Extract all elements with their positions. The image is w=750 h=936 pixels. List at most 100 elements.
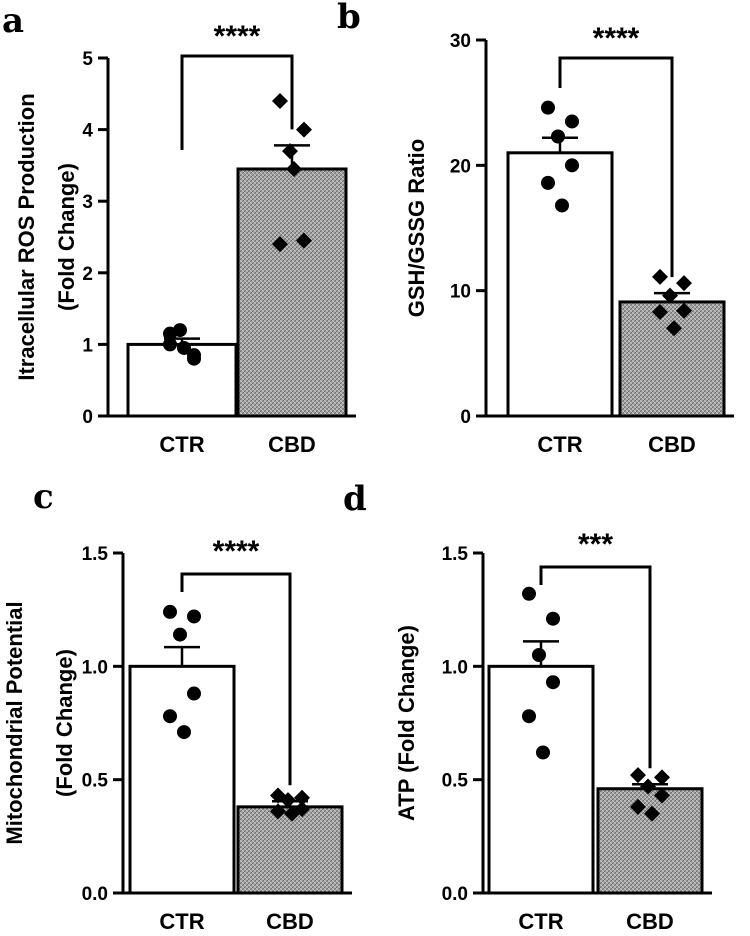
panel-letter: a [2, 1, 24, 41]
data-point-diamond [272, 92, 288, 109]
category-label-ctr: CTR [159, 432, 204, 457]
category-label-cbd: CBD [266, 909, 314, 934]
data-point-diamond [630, 798, 646, 815]
y-tick-label: 2 [82, 264, 93, 285]
category-label-ctr: CTR [537, 432, 582, 457]
y-tick-label: 0.5 [442, 771, 469, 792]
bar-cbd [236, 805, 344, 895]
significance-stars: **** [213, 535, 260, 568]
y-tick-label: 4 [82, 121, 93, 142]
bar-ctr [126, 342, 238, 418]
y-tick-label: 1 [82, 335, 93, 356]
category-label-ctr: CTR [159, 909, 204, 934]
data-point-circle [163, 709, 177, 724]
bar-cbd [618, 300, 726, 418]
data-point-circle [565, 114, 579, 129]
significance-stars: **** [214, 20, 261, 53]
data-point-circle [187, 351, 201, 366]
data-point-diamond [676, 275, 692, 292]
panel-b: b 0 10 20 30 GSH/GSSG Ratio CTR CBD **** [337, 0, 734, 457]
data-point-circle [532, 648, 546, 662]
y-tick-label: 1.5 [82, 544, 109, 565]
data-point-circle [522, 586, 536, 601]
data-point-diamond [666, 320, 682, 337]
data-point-diamond [644, 805, 660, 822]
data-point-diamond [654, 769, 670, 786]
panel-a: a 0 1 2 3 4 5 Itracellular ROS Production (Fold … [2, 1, 356, 457]
data-point-circle [177, 725, 191, 740]
y-tick-label: 30 [450, 31, 471, 52]
bar-ctr [128, 664, 236, 895]
data-point-diamond [286, 160, 302, 177]
data-point-circle [163, 337, 177, 352]
y-tick-label: 1.0 [442, 657, 468, 678]
data-point-circle [551, 129, 565, 144]
y-tick-label: 1.0 [82, 657, 108, 678]
category-label-cbd: CBD [648, 432, 696, 457]
data-point-circle [177, 340, 191, 355]
data-point-diamond [282, 143, 298, 160]
data-point-diamond [296, 121, 312, 138]
data-point-diamond [284, 805, 300, 822]
y-axis-title: ATP (Fold Change) [394, 625, 419, 821]
y-tick-label: 0 [82, 407, 93, 428]
y-axis-title: GSH/GSSG Ratio [404, 139, 429, 317]
panel-letter: d [343, 479, 367, 519]
data-point-circle [555, 198, 569, 213]
data-point-diamond [662, 287, 678, 304]
data-point-diamond [294, 789, 310, 806]
data-point-circle [187, 609, 201, 624]
significance-bracket [180, 572, 292, 786]
significance-stars: *** [578, 528, 613, 561]
data-point-diamond [676, 302, 692, 319]
y-axis-title-line2: (Fold Change) [54, 163, 79, 311]
data-point-diamond [652, 268, 668, 285]
significance-bracket [180, 54, 294, 150]
panel-d: d 0.0 0.5 1.0 1.5 ATP (Fold Change) CTR CBD *** [343, 479, 712, 934]
data-point-diamond [654, 787, 670, 804]
bar-ctr [506, 151, 614, 418]
data-point-diamond [280, 792, 296, 809]
data-point-diamond [652, 303, 668, 320]
significance-stars: **** [593, 22, 640, 55]
data-point-circle [536, 745, 550, 760]
y-tick-label: 5 [82, 49, 93, 70]
data-point-circle [565, 158, 579, 173]
data-point-circle [163, 326, 177, 341]
data-point-circle [546, 675, 560, 690]
data-point-circle [546, 611, 560, 626]
bar-cbd [596, 787, 704, 895]
y-tick-label: 1.5 [442, 544, 469, 565]
y-tick-label: 20 [450, 156, 471, 177]
category-label-cbd: CBD [268, 432, 316, 457]
data-point-diamond [272, 236, 288, 253]
bar-ctr [487, 664, 595, 895]
y-axis-title: Itracellular ROS Production [14, 93, 39, 380]
y-tick-label: 0.0 [82, 884, 108, 905]
y-tick-label: 0.5 [82, 771, 109, 792]
y-tick-label: 0 [460, 407, 471, 428]
data-point-circle [541, 175, 555, 190]
category-label-ctr: CTR [518, 909, 563, 934]
panel-letter: b [337, 0, 361, 37]
y-tick-label: 3 [82, 192, 93, 213]
significance-bracket [558, 56, 674, 278]
y-tick-label: 0.0 [442, 884, 468, 905]
panel-letter: c [33, 477, 54, 517]
panel-c: c 0.0 0.5 1.0 1.5 Mitochondrial Potential (Fol… [2, 477, 352, 934]
bar-cbd [236, 167, 348, 418]
y-axis-title-line2: (Fold Change) [52, 649, 77, 797]
data-point-circle [163, 604, 177, 619]
significance-bracket [539, 565, 652, 769]
data-point-circle [173, 627, 187, 642]
data-point-diamond [296, 232, 312, 249]
y-axis-title: Mitochondrial Potential [2, 601, 27, 844]
data-point-circle [541, 100, 555, 115]
data-point-circle [522, 709, 536, 724]
data-point-diamond [640, 778, 656, 795]
category-label-cbd: CBD [626, 909, 674, 934]
data-point-diamond [270, 803, 286, 820]
data-point-circle [187, 686, 201, 701]
y-tick-label: 10 [450, 282, 471, 303]
